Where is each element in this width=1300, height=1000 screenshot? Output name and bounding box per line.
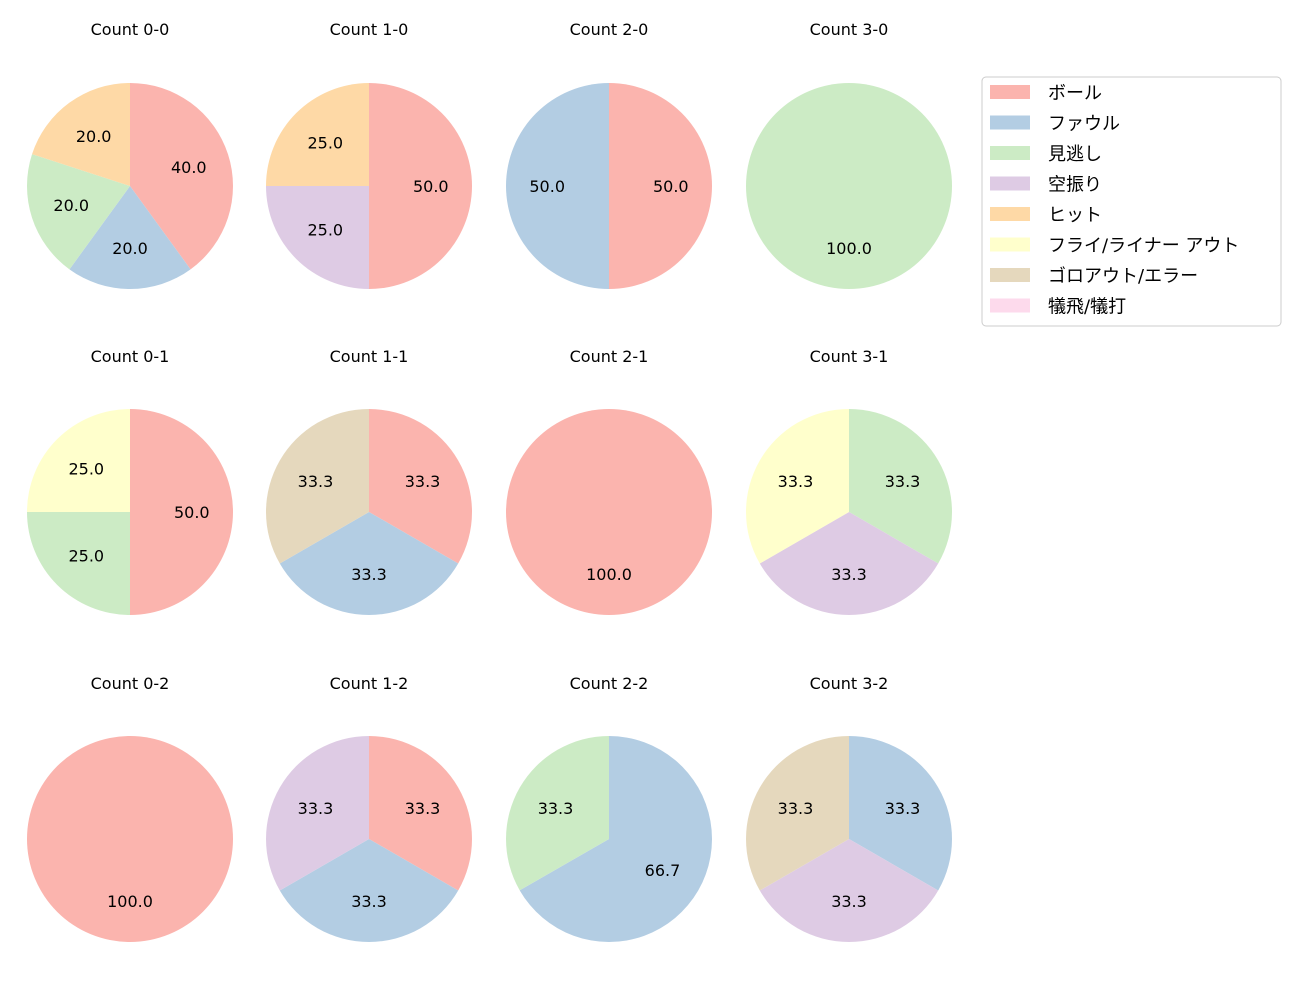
pie-slice [266,736,369,891]
pie-value-label: 33.3 [885,472,921,491]
pie-slice [69,186,191,289]
pie-value-label: 25.0 [307,133,343,152]
pie-value-label: 100.0 [107,892,153,911]
legend-label: ボール [1048,83,1102,104]
pie-slice [849,409,952,564]
pie-slice [506,409,712,615]
pie-slice [746,83,952,289]
pie-slice [849,736,952,891]
pie-slice [745,409,849,564]
pie-value-label: 33.3 [351,565,387,584]
pie-count-3-1: Count 3-1 33.3 33.3 33.3 [745,347,952,615]
pie-value-label: 50.0 [413,177,449,196]
pie-slice [27,736,233,942]
pie-count-2-0: Count 2-0 50.0 50.0 [506,20,712,289]
pie-slice [609,83,712,289]
pie-value-label: 33.3 [778,799,814,818]
pie-title: Count 0-2 [91,674,170,693]
pie-value-label: 33.3 [405,799,441,818]
pie-count-3-2: Count 3-2 33.3 33.3 33.3 [745,674,952,942]
pie-count-2-2: Count 2-2 66.7 33.3 [506,674,712,942]
legend-label: 犠飛/犠打 [1048,297,1126,318]
legend-swatch [990,298,1030,313]
pie-slice [266,186,369,289]
pie-value-label: 20.0 [76,127,112,146]
legend-swatch [990,85,1030,99]
pie-count-1-1: Count 1-1 33.3 33.3 33.3 [266,347,472,615]
pie-slice [130,83,233,270]
pie-value-label: 33.3 [885,799,921,818]
legend-label: フライ/ライナー アウト [1048,236,1239,257]
pie-value-label: 33.3 [298,472,334,491]
legend-label: ゴロアウト/エラー [1048,266,1198,287]
pie-title: Count 0-1 [91,347,170,366]
pie-value-label: 33.3 [405,472,441,491]
pie-slice [506,736,609,891]
pie-slice [27,409,130,512]
pie-value-label: 33.3 [538,799,574,818]
pie-slice [27,512,130,615]
legend-label: ファウル [1048,114,1120,135]
pie-value-label: 33.3 [831,565,867,584]
pie-slice [26,154,131,270]
pie-title: Count 2-2 [570,674,649,693]
legend-swatch [990,207,1030,221]
pie-value-label: 33.3 [351,892,387,911]
pie-value-label: 50.0 [653,177,689,196]
pie-value-label: 33.3 [778,472,814,491]
pie-slice [519,736,712,942]
legend-frame [981,76,1282,327]
pie-slice [130,409,233,615]
legend-label: 空振り [1048,175,1102,196]
pie-count-1-2: Count 1-2 33.3 33.3 33.3 [266,674,472,942]
pie-count-3-0: Count 3-0 100.0 [746,20,952,289]
pie-slice [745,736,849,891]
pie-slice [266,409,369,564]
pie-title: Count 0-0 [91,20,170,39]
pie-count-0-0: Count 0-0 40.0 20.0 20.0 20.0 [26,20,233,289]
pie-value-label: 25.0 [68,547,104,566]
pie-value-label: 100.0 [826,239,872,258]
pie-slice [266,83,369,186]
pie-title: Count 3-2 [810,674,889,693]
pie-slice [369,736,472,891]
pie-title: Count 3-1 [810,347,889,366]
pie-title: Count 2-0 [570,20,649,39]
legend-swatch [990,176,1030,191]
pie-title: Count 1-2 [330,674,409,693]
pie-slice [369,83,472,289]
pie-title: Count 1-1 [330,347,409,366]
pie-slice [759,839,939,942]
legend-label: 見逃し [1048,144,1102,165]
legend-swatch [990,237,1030,252]
pie-value-label: 50.0 [529,177,565,196]
pie-title: Count 1-0 [330,20,409,39]
pie-count-0-1: Count 0-1 50.0 25.0 25.0 [27,347,233,615]
pie-count-2-1: Count 2-1 100.0 [506,347,712,615]
pie-value-label: 25.0 [307,221,343,240]
pie-value-label: 40.0 [171,158,207,177]
pie-value-label: 66.7 [645,861,681,880]
legend-swatch [990,146,1030,160]
legend-label: ヒット [1048,205,1102,226]
pie-count-0-2: Count 0-2 100.0 [27,674,233,942]
legend-swatch [990,268,1030,282]
pie-value-label: 20.0 [112,239,148,258]
pie-value-label: 50.0 [174,503,210,522]
pie-value-label: 33.3 [298,799,334,818]
pie-value-label: 25.0 [68,459,104,478]
pie-value-label: 33.3 [831,892,867,911]
pie-slice [369,409,472,564]
pie-count-1-0: Count 1-0 50.0 25.0 25.0 [266,20,472,289]
pie-title: Count 3-0 [810,20,889,39]
legend-swatch [990,115,1030,130]
pie-title: Count 2-1 [570,347,649,366]
pie-slice [506,83,609,289]
pie-slice [759,512,939,615]
pie-value-label: 20.0 [53,196,89,215]
pie-slice [32,83,130,186]
pie-value-label: 100.0 [586,565,632,584]
